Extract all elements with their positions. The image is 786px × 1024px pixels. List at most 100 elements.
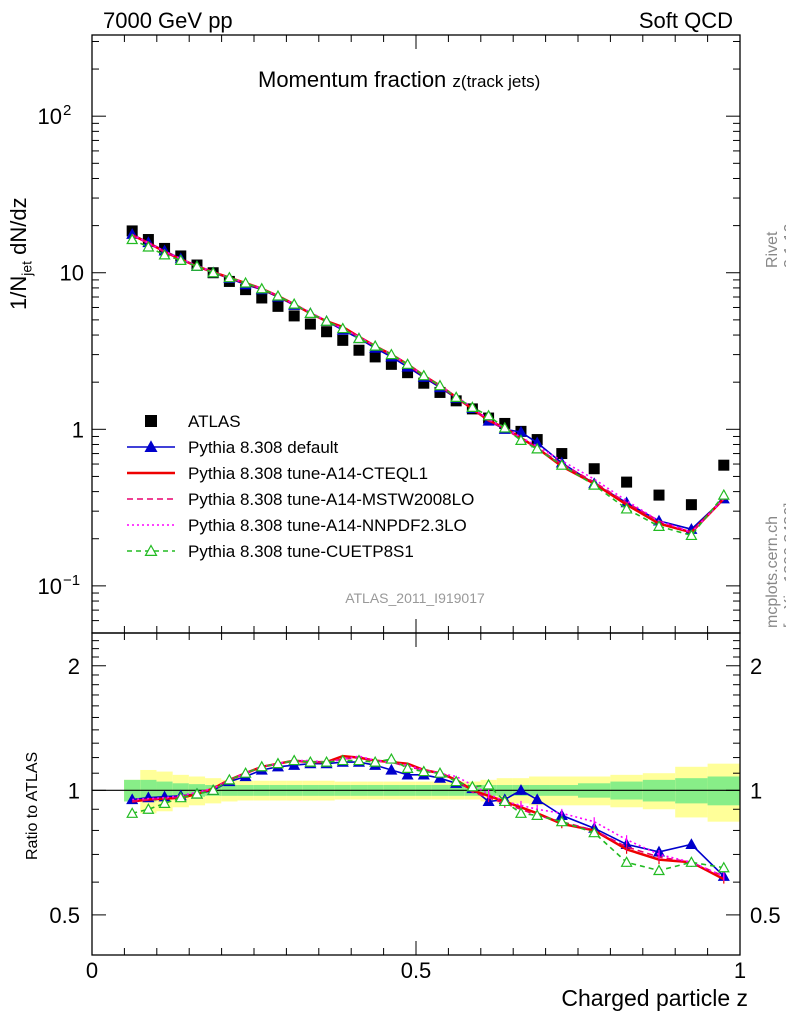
series-marker: [142, 240, 155, 252]
atlas-data-point: [256, 292, 268, 304]
legend: ATLAS Pythia 8.308 default Pythia 8.308 tu…: [127, 412, 474, 561]
y-tick-label: 10: [38, 574, 62, 599]
ratio-plot-frame: [91, 632, 741, 956]
atlas-data-point: [621, 476, 633, 488]
ratio-series-marker: [588, 826, 601, 838]
ratio-series-marker: [531, 809, 544, 820]
ratio-series-marker: [620, 856, 633, 867]
ratio-series-marker: [352, 754, 365, 766]
series-marker: [652, 520, 666, 531]
ratio-series-marker: [498, 795, 511, 807]
series-marker: [369, 339, 382, 351]
legend-label: Pythia 8.308 default: [188, 438, 339, 457]
ratio-series-marker: [531, 793, 544, 805]
atlas-data-point: [288, 310, 300, 322]
series-marker: [433, 379, 446, 391]
atlas-data-point: [337, 334, 349, 346]
series-marker: [158, 248, 171, 260]
atlas-data-point: [685, 499, 697, 511]
series-marker: [466, 401, 479, 413]
ratio-series-marker: [271, 757, 284, 769]
series-marker: [190, 260, 203, 271]
chart-title: Momentum fraction z(track jets): [258, 67, 540, 92]
analysis-label: ATLAS_2011_I919017: [345, 590, 485, 606]
legend-label: Pythia 8.308 tune-A14-NNPDF2.3LO: [188, 516, 467, 535]
series-marker: [588, 478, 601, 490]
ratio-series-marker: [385, 752, 398, 764]
atlas-data-point: [556, 448, 568, 460]
atlas-data-point: [418, 377, 430, 389]
y-tick-exponent: −1: [63, 572, 80, 589]
ratio-tick-label-left: 0.5: [49, 903, 80, 928]
ratio-series-marker: [685, 856, 698, 867]
series-marker: [288, 297, 301, 309]
ratio-series-marker: [652, 864, 666, 876]
frame-layer: [91, 34, 741, 956]
y-tick-label: 1: [72, 417, 84, 442]
atlas-data-point: [272, 300, 284, 312]
series-marker: [126, 233, 139, 245]
series-marker: [304, 307, 317, 318]
ratio-series-marker: [555, 815, 568, 827]
x-tick-label: 1: [734, 958, 746, 983]
legend-label: Pythia 8.308 tune-A14-MSTW2008LO: [188, 490, 474, 509]
y-tick-exponent: 2: [63, 102, 71, 119]
ratio-tick-label-left: 2: [68, 654, 80, 679]
chart-title-sub: z(track jets): [452, 72, 540, 91]
series-marker: [450, 391, 463, 402]
series-marker: [482, 409, 495, 421]
series-marker: [514, 434, 527, 445]
series-marker: [531, 442, 544, 454]
ratio-series-marker: [288, 754, 301, 766]
x-tick-label: 0.5: [401, 958, 432, 983]
ratio-series-marker: [482, 778, 495, 790]
legend-label: Pythia 8.308 tune-A14-CTEQL1: [188, 464, 428, 483]
atlas-data-point: [353, 344, 365, 356]
series-marker: [207, 266, 220, 278]
ratio-tick-label-right: 0.5: [750, 903, 781, 928]
series-marker: [239, 276, 252, 288]
series-marker: [717, 488, 730, 500]
ratio-series-marker: [717, 861, 730, 873]
series-marker: [385, 348, 398, 360]
series-marker: [685, 529, 698, 541]
series-marker: [352, 332, 365, 344]
series-marker: [555, 458, 568, 470]
series-marker: [620, 502, 633, 514]
series-layer: [126, 225, 730, 884]
ratio-series-marker: [514, 807, 527, 818]
ratio-series-marker: [207, 784, 220, 795]
atlas-data-point: [321, 326, 333, 338]
ratio-series-marker: [401, 768, 414, 780]
atlas-data-point: [385, 358, 397, 370]
series-marker: [401, 358, 414, 369]
ratio-tick-label-right: 1: [750, 778, 762, 803]
ratio-series-marker: [450, 775, 463, 787]
ratio-tick-label-right: 2: [750, 654, 762, 679]
ratio-series-line: [132, 758, 724, 872]
ratio-series-line: [132, 755, 725, 877]
ratio-series-marker: [320, 755, 333, 767]
ratio-series-marker: [126, 807, 139, 818]
legend-marker: [144, 440, 158, 452]
series-marker: [320, 315, 333, 326]
series-line: [131, 233, 725, 534]
series-marker: [255, 282, 268, 294]
atlas-data-point: [718, 459, 730, 471]
ratio-series-marker: [239, 766, 252, 778]
x-axis-label: Charged particle z: [561, 985, 748, 1011]
series-marker: [336, 322, 349, 334]
series-marker: [417, 369, 430, 381]
series-marker: [271, 289, 284, 301]
ratio-series-marker: [385, 763, 398, 775]
ratio-series-marker: [417, 765, 430, 777]
x-tick-label: 0: [86, 958, 98, 983]
legend-label: ATLAS: [188, 412, 241, 431]
atlas-data-point: [434, 386, 446, 398]
legend-marker: [144, 544, 158, 556]
legend-label: Pythia 8.308 tune-CUETP8S1: [188, 542, 414, 561]
legend-marker-atlas: [145, 415, 157, 427]
ratio-series-marker: [255, 760, 268, 772]
atlas-data-point: [369, 351, 381, 363]
